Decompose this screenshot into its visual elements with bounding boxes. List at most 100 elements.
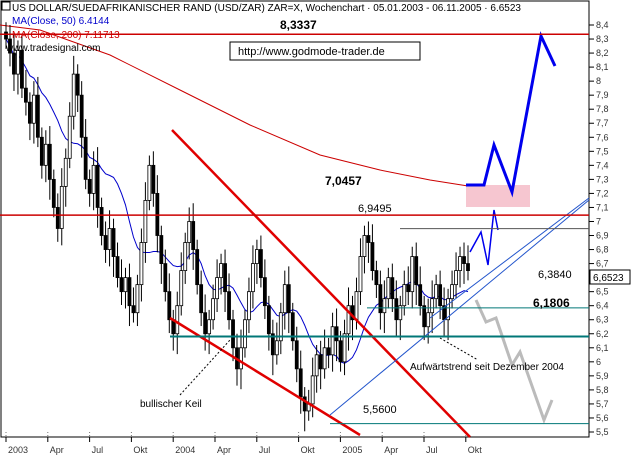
candle-body (378, 284, 383, 314)
x-tick-label: Okt (301, 445, 316, 455)
y-tick-label: 7,8 (596, 104, 609, 114)
candle-body (27, 101, 32, 124)
y-tick-label: 5,8 (596, 385, 609, 395)
candle-body (462, 256, 466, 264)
projection-bear (474, 299, 554, 425)
candle-body (187, 221, 192, 243)
candle-body (282, 284, 287, 314)
candle-body (191, 221, 196, 250)
x-tick-label: Jul (92, 445, 104, 455)
y-tick-label: 5,7 (596, 399, 609, 409)
y-tick-label: 5,5 (596, 427, 609, 437)
candle-body (406, 284, 411, 293)
candle-body (107, 228, 112, 250)
y-tick-label: 5,9 (596, 371, 609, 381)
candle-body (390, 277, 395, 300)
candle-body (322, 347, 327, 370)
candle-body (330, 326, 335, 356)
candle-body (111, 228, 116, 257)
annotation-pointer-wedge (179, 339, 231, 396)
candle-body (266, 305, 271, 335)
annotation-uptrend: Aufwärtstrend seit Dezember 2004 (410, 362, 564, 373)
y-tick-label: 7,1 (596, 202, 609, 212)
candle-body (458, 256, 462, 272)
candle-body (139, 242, 144, 286)
source-label: www.tradesignal.com (5, 43, 100, 54)
candle-body (310, 375, 315, 405)
candle-body (434, 284, 439, 300)
x-tick-label: Apr (217, 445, 231, 455)
y-tick-label: 6,5 (596, 287, 609, 297)
candle-body (163, 263, 168, 293)
y-tick-label: 8,4 (596, 20, 609, 30)
level-label-6-3840: 6,3840 (538, 269, 572, 281)
candle-body (79, 94, 84, 138)
y-tick-label: 7,3 (596, 174, 609, 184)
candle-body (454, 270, 458, 286)
candle-body (55, 207, 60, 229)
candle-body (302, 396, 307, 412)
candle-body (207, 319, 212, 335)
candle-body (199, 284, 204, 314)
y-tick-label: 7 (596, 216, 601, 226)
chart-menu-box[interactable] (1, 1, 11, 11)
candle-body (251, 263, 255, 293)
candle-body (195, 249, 200, 286)
y-tick-label: 6,8 (596, 245, 609, 255)
level-label-8-3337: 8,3337 (280, 18, 317, 32)
level-label-5-5600: 5,5600 (363, 404, 397, 416)
candle-body (394, 298, 399, 321)
candle-body (39, 136, 44, 166)
candle-body (374, 270, 379, 286)
candle-body (12, 52, 16, 75)
y-tick-label: 6,9 (596, 231, 609, 241)
candle-body (127, 277, 132, 307)
y-tick-label: 6,4 (596, 301, 609, 311)
candle-body (219, 263, 223, 279)
x-tick-label: 2004 (175, 445, 195, 455)
candle-body (354, 291, 359, 321)
chart-title: US DOLLAR/SUEDAFRIKANISCHER RAND (USD/ZA… (12, 3, 521, 14)
candle-body (358, 256, 363, 293)
candle-body (203, 312, 208, 335)
candle-body (326, 347, 331, 356)
x-tick-label: Jul (259, 445, 271, 455)
level-label-6-9495: 6,9495 (358, 203, 392, 215)
candle-body (418, 284, 423, 307)
y-tick-label: 8,1 (596, 62, 609, 72)
projection-short (469, 209, 499, 266)
candle-body (4, 31, 8, 40)
candle-body (438, 284, 443, 307)
y-tick-label: 8,2 (596, 48, 609, 58)
y-tick-label: 5,6 (596, 413, 609, 423)
candle-body (103, 235, 108, 250)
annotation-bullish-wedge: bullischer Keil (140, 399, 202, 410)
candle-body (119, 277, 124, 293)
candle-body (270, 333, 275, 356)
candle-body (143, 200, 148, 243)
y-tick-label: 7,2 (596, 188, 609, 198)
candle-body (223, 263, 227, 293)
candle-body (286, 284, 291, 314)
candle-body (290, 312, 295, 342)
candle-body (414, 256, 419, 286)
candle-body (346, 305, 351, 335)
legend-ma200: MA(Close, 200) 7.11713 (12, 30, 120, 41)
candle-body (183, 242, 188, 272)
candle-body (386, 277, 391, 300)
copyright-box (229, 41, 421, 61)
candle-body (179, 270, 184, 307)
candle-body (59, 185, 64, 229)
candle-body (135, 284, 140, 314)
candle-body (63, 157, 68, 187)
candle-body (366, 235, 371, 243)
candle-body (446, 298, 450, 321)
y-tick-label: 7,5 (596, 146, 609, 156)
last-price-box (589, 269, 631, 285)
candle-body (8, 38, 12, 54)
candle-body (99, 207, 104, 236)
candle-body (51, 178, 56, 208)
candle-body (83, 136, 88, 180)
candle-body (426, 312, 431, 328)
